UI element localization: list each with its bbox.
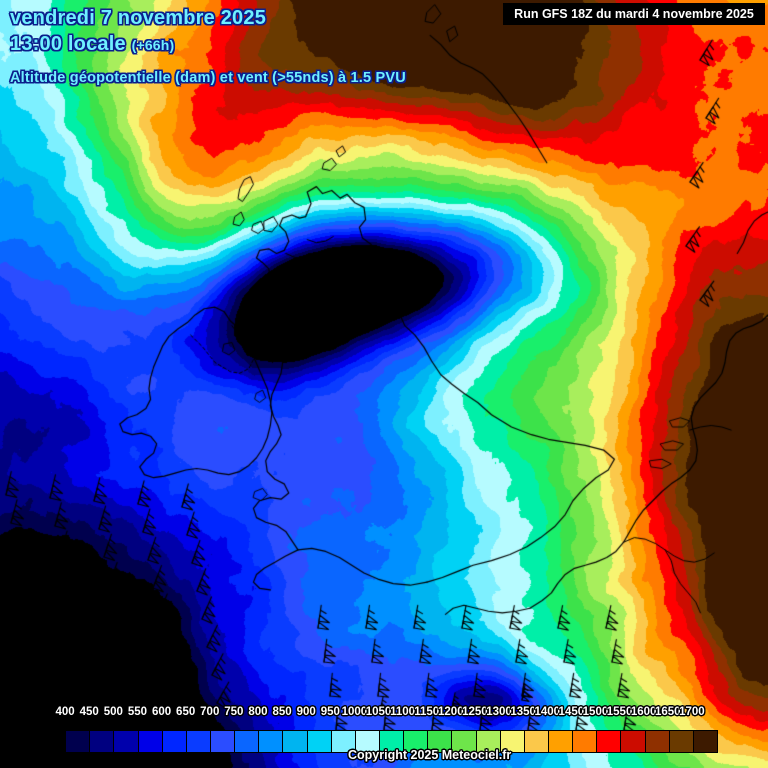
- legend-swatch: [379, 731, 405, 752]
- legend-tick-label: 1400: [534, 706, 561, 718]
- legend-swatch: [428, 731, 453, 752]
- legend-swatch: [283, 731, 308, 752]
- legend-tick-label: 1450: [558, 706, 585, 718]
- legend-swatch: [500, 731, 525, 752]
- legend-swatch: [114, 731, 139, 752]
- legend-swatch: [235, 731, 260, 752]
- forecast-time-text: 13:00 locale: [10, 33, 126, 55]
- forecast-date-label: vendredi 7 novembre 2025: [10, 7, 267, 29]
- legend-tick-label: 1550: [606, 706, 633, 718]
- legend-swatch: [331, 731, 356, 752]
- legend-color-strip: [41, 730, 718, 753]
- legend-swatch: [597, 731, 622, 752]
- copyright-label: Copyright 2025 Meteociel.fr: [348, 748, 512, 762]
- forecast-offset-label: (+66h): [131, 37, 175, 53]
- legend-tick-label: 550: [127, 706, 148, 718]
- model-run-label: Run GFS 18Z du mardi 4 novembre 2025: [514, 7, 754, 21]
- legend-swatch: [162, 731, 187, 752]
- legend-tick-label: 650: [176, 706, 196, 718]
- legend-tick-labels: 400 450 500 550 600 650 700 750 800 850 900 950 1000…: [0, 706, 768, 726]
- legend-tick-label: 750: [224, 706, 244, 718]
- legend-swatch: [90, 731, 115, 752]
- legend-tick-label: 1500: [582, 706, 609, 718]
- legend-tick-label: 450: [79, 706, 99, 718]
- legend-swatch: [548, 731, 574, 752]
- legend-swatch: [186, 731, 211, 752]
- parameter-label: Altitude géopotentielle (dam) et vent (>…: [10, 70, 406, 86]
- legend-tick-label: 1700: [679, 706, 705, 718]
- legend-tick-label: 1250: [462, 706, 488, 718]
- legend-swatch: [621, 731, 646, 752]
- legend-tick-label: 900: [296, 706, 316, 718]
- legend-tick-label: 1300: [486, 706, 512, 718]
- legend-swatch: [476, 731, 501, 752]
- legend-swatch: [404, 731, 429, 752]
- legend-tick-label: 1000: [341, 706, 368, 718]
- legend-tick-label: 950: [320, 706, 340, 718]
- legend-swatch: [42, 731, 67, 752]
- color-scale-legend: 400 450 500 550 600 650 700 750 800 850 900 950 1000…: [0, 706, 768, 768]
- legend-tick-label: 1600: [630, 706, 657, 718]
- legend-tick-label: 1200: [438, 706, 464, 718]
- model-run-bar: Run GFS 18Z du mardi 4 novembre 2025: [503, 3, 765, 25]
- legend-tick-label: 600: [151, 706, 172, 718]
- legend-tick-label: 1050: [365, 706, 392, 718]
- legend-swatch: [138, 731, 163, 752]
- legend-tick-label: 800: [248, 706, 268, 718]
- legend-tick-label: 850: [272, 706, 292, 718]
- legend-swatch: [210, 731, 236, 752]
- legend-tick-label: 1150: [414, 706, 440, 718]
- legend-swatch: [693, 731, 717, 752]
- legend-swatch: [307, 731, 332, 752]
- legend-tick-label: 400: [55, 706, 75, 718]
- legend-swatch: [645, 731, 670, 752]
- legend-swatch: [259, 731, 284, 752]
- legend-tick-label: 1650: [654, 706, 681, 718]
- legend-swatch: [355, 731, 380, 752]
- legend-swatch: [66, 731, 91, 752]
- forecast-time-label: 13:00 locale (+66h): [10, 33, 174, 56]
- legend-swatch: [669, 731, 694, 752]
- legend-swatch: [452, 731, 477, 752]
- legend-tick-label: 700: [200, 706, 220, 718]
- legend-tick-label: 1350: [510, 706, 536, 718]
- legend-swatch: [573, 731, 598, 752]
- legend-tick-label: 500: [103, 706, 123, 718]
- legend-swatch: [524, 731, 549, 752]
- legend-tick-label: 1100: [390, 706, 416, 718]
